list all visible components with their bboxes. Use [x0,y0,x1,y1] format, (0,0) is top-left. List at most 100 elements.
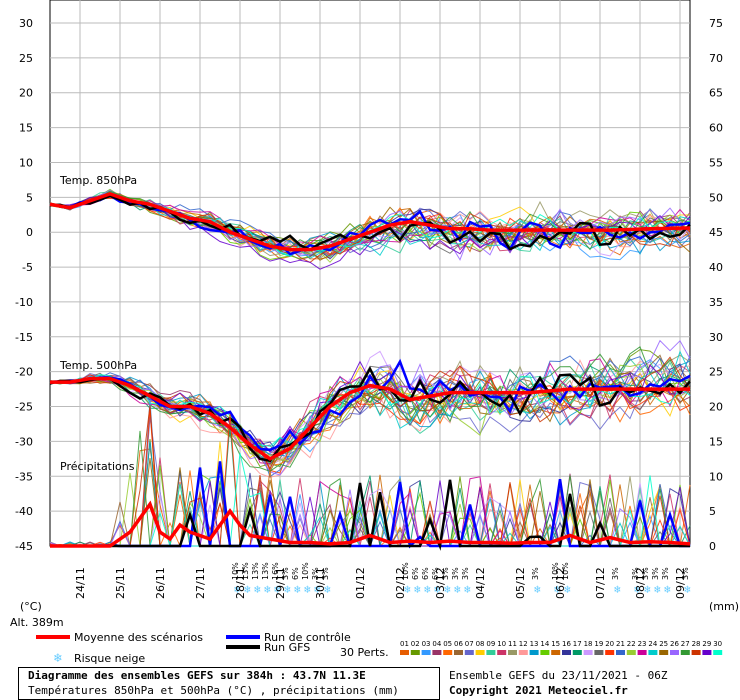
snow-risk-label: 3% [661,567,670,580]
snow-risk-label: 10% [231,562,240,580]
snow-risk-label: 6% [411,567,420,580]
chart-grid [49,0,691,547]
right-tick-label: 45 [709,226,723,239]
pert-number: 11 [508,640,517,648]
snow-risk-label: 3% [681,567,690,580]
pert-number: 14 [540,640,549,648]
ensemble-500-line [49,339,691,476]
left-tick-label: -20 [15,366,33,379]
pert-swatch [562,650,571,655]
pert-swatch [410,650,420,655]
section-label-precip: Précipitations [60,460,135,473]
pert-swatch [518,650,528,655]
legend-mean-label: Moyenne des scénarios [74,631,203,644]
x-tick-label: 02/12 [394,567,407,599]
right-tick-label: 50 [709,191,723,204]
pert-swatch [529,650,539,655]
snow-risk-label: 13% [241,562,250,580]
snowflake-icon: ❄ [424,583,431,596]
pert-swatch [583,650,593,655]
right-tick-label: 15 [709,435,723,448]
ensemble-500-control-line [49,358,691,452]
right-tick-label: 65 [709,87,723,100]
left-tick-label: -5 [22,261,33,274]
snow-risk-label: 3% [651,567,660,580]
left-tick-label: 5 [26,191,33,204]
x-tick-label: 09/12 [674,567,687,599]
snowflake-icon: ❄ [244,583,251,596]
snowflake-icon: ❄ [644,583,651,596]
ensemble-500-gfs-line [49,366,691,463]
pert-number: 17 [573,640,582,648]
pert-swatch [713,650,723,655]
mean-line-2 [50,500,691,548]
left-tick-label: 20 [19,87,33,100]
snow-risk-label: 3% [441,567,450,580]
snowflake-icon: ❄ [664,583,671,596]
pert-number: 04 [432,640,441,648]
right-tick-label: 30 [709,331,723,344]
snowflake-icon: ❄ [254,583,261,596]
snowflake-icon: ❄ [314,583,321,596]
pert-swatch [626,650,636,655]
snow-risk-label: 3% [281,567,290,580]
x-tick-label: 04/12 [474,567,487,599]
pert-number: 09 [486,640,495,648]
pert-swatch [648,650,658,655]
snowflake-icon: ❄ [454,583,461,596]
snowflake-icon: ❄ [284,583,291,596]
right-tick-label: 75 [709,17,723,30]
left-tick-label: 25 [19,52,33,65]
pert-swatch [497,650,507,655]
legend-snow-label: Risque neige [74,652,145,665]
pert-number: 27 [681,640,690,648]
snow-risk-label: 16% [271,562,280,580]
footer-run: Ensemble GEFS du 23/11/2021 - 06Z [449,669,668,682]
snowflake-icon: ❄ [53,651,62,666]
x-tick-label: 27/11 [194,567,207,599]
legend-perts-label: 30 Perts. [340,646,389,659]
snowflake-icon: ❄ [634,583,641,596]
pert-swatch [616,650,625,655]
x-tick-label: 01/12 [354,567,367,599]
pert-swatch [400,650,409,655]
left-tick-label: -35 [15,470,33,483]
pert-legend: 01 02 03 04 05 06 07 08 09 10 11 12 13 14 15 16 17 18 19 20… [400,640,723,655]
snow-risk-label: 13% [261,562,270,580]
legend: Moyenne des scénarios Run de contrôle Ru… [36,631,723,666]
pert-number: 26 [670,640,679,648]
pert-swatch [605,650,615,655]
snow-risk-label: 13% [251,562,260,580]
pert-swatch [508,650,517,655]
pert-number: 21 [616,640,625,648]
pert-swatch [475,650,485,655]
pert-swatch [421,650,431,655]
pert-number: 03 [422,640,431,648]
x-tick-label: 29/11 [274,567,287,599]
snowflake-icon: ❄ [434,583,441,596]
pert-swatch [432,650,442,655]
snow-risk-label: 6% [291,567,300,580]
snowflake-icon: ❄ [274,583,281,596]
pert-number: 19 [594,640,603,648]
snow-risk-label: 3% [461,567,470,580]
snowflake-icon: ❄ [614,583,621,596]
left-tick-label: -40 [15,505,33,518]
snow-risk-label: 3% [641,567,650,580]
pert-swatch [486,650,496,655]
left-axis-unit: (°C) [20,600,42,613]
pert-swatch [443,650,453,655]
snow-risk-label: 3% [531,567,540,580]
x-tick-label: 06/12 [554,567,567,599]
snowflake-icon: ❄ [294,583,301,596]
pert-number: 07 [465,640,474,648]
snow-risk-label: 3% [611,567,620,580]
pert-swatch [540,650,550,655]
snow-risk-label: 3% [321,567,330,580]
x-tick-label: 08/12 [634,567,647,599]
mean-series [49,191,691,548]
x-tick-label: 05/12 [514,567,527,599]
ensemble-850-line [49,191,691,259]
